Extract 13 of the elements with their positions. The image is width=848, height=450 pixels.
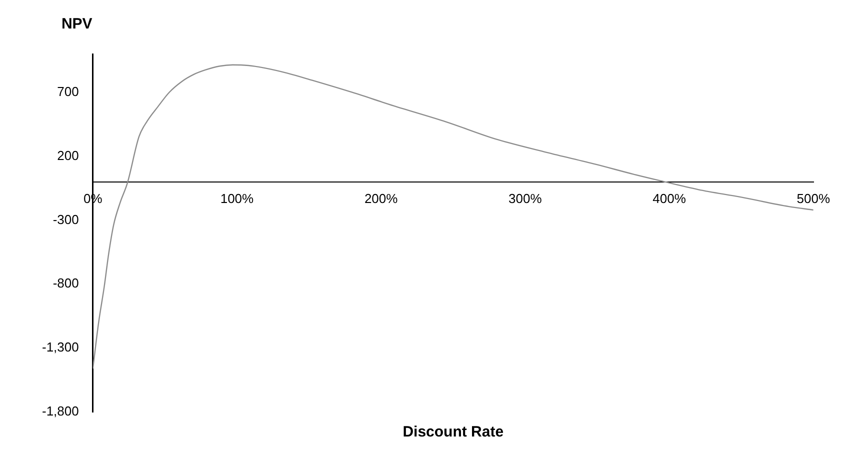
y-tick-label: -800 [52, 276, 79, 291]
x-tick-label: 400% [652, 191, 686, 206]
y-tick-label: -1,800 [42, 404, 79, 419]
y-axis-title: NPV [61, 16, 92, 33]
x-tick-label: 200% [364, 191, 398, 206]
x-tick-label: 300% [508, 191, 542, 206]
y-tick-label: -1,300 [42, 340, 79, 355]
x-tick-label: 500% [796, 191, 830, 206]
x-axis-title: Discount Rate [402, 424, 504, 441]
y-tick-label: 700 [57, 84, 79, 99]
y-tick-label: -300 [52, 212, 79, 227]
y-tick-label: 200 [57, 148, 79, 163]
x-tick-label: 100% [220, 191, 254, 206]
